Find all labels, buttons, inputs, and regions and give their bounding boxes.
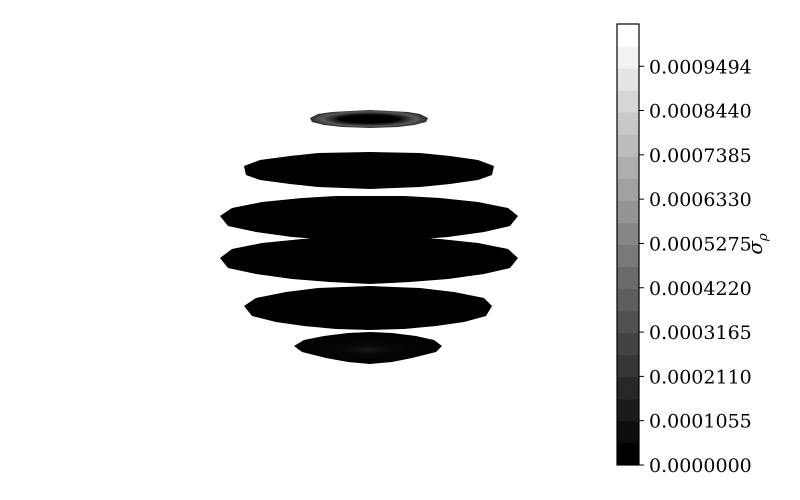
slice-3 [220, 196, 518, 241]
colorbar-band [617, 266, 639, 290]
colorbar-label-sub: ρ [756, 233, 771, 242]
colorbar-band [617, 90, 639, 113]
colorbar-label: σρ [743, 233, 771, 255]
colorbar-band [617, 376, 639, 400]
colorbar-band [617, 46, 639, 69]
slice-4 [220, 237, 518, 284]
colorbar-label-main: σ [743, 240, 767, 255]
colorbar-band [617, 156, 639, 179]
colorbar-band [617, 178, 639, 201]
colorbar-tick-label: 0.0009494 [649, 56, 752, 78]
colorbar-tick-label: 0.0001055 [649, 411, 752, 433]
colorbar-band [617, 112, 639, 135]
colorbar-bands [617, 24, 639, 466]
slice-6 [294, 332, 442, 364]
colorbar-band [617, 244, 639, 268]
slice-1 [310, 110, 428, 128]
slice-5 [244, 286, 492, 330]
colorbar-ticks: 0.0000000 0.0001055 0.0002110 0.0003165 0.00… [639, 56, 752, 477]
colorbar-band [617, 200, 639, 223]
colorbar-tick-label: 0.0004220 [649, 278, 752, 300]
colorbar-band [617, 420, 639, 444]
colorbar-tick-label: 0.0003165 [649, 322, 752, 344]
colorbar-band [617, 288, 639, 312]
colorbar-tick-label: 0.0006330 [649, 189, 752, 211]
colorbar-band [617, 222, 639, 245]
colorbar-band [617, 134, 639, 157]
colorbar-tick-label: 0.0002110 [649, 366, 752, 388]
colorbar-tick-label: 0.0008440 [649, 101, 752, 123]
slice-2 [244, 152, 494, 189]
colorbar-tick-label: 0.0000000 [649, 455, 752, 477]
colorbar-tick-label: 0.0005275 [649, 233, 752, 255]
colorbar: 0.0000000 0.0001055 0.0002110 0.0003165 0.00… [616, 23, 771, 477]
plot-area [220, 110, 518, 364]
colorbar-band [617, 442, 639, 466]
colorbar-band [617, 68, 639, 91]
colorbar-band [617, 310, 639, 334]
colorbar-band [617, 354, 639, 378]
colorbar-band [617, 332, 639, 356]
colorbar-frame [616, 23, 640, 466]
colorbar-band [617, 398, 639, 422]
colorbar-band [617, 24, 639, 47]
colorbar-tick-label: 0.0007385 [649, 145, 752, 167]
